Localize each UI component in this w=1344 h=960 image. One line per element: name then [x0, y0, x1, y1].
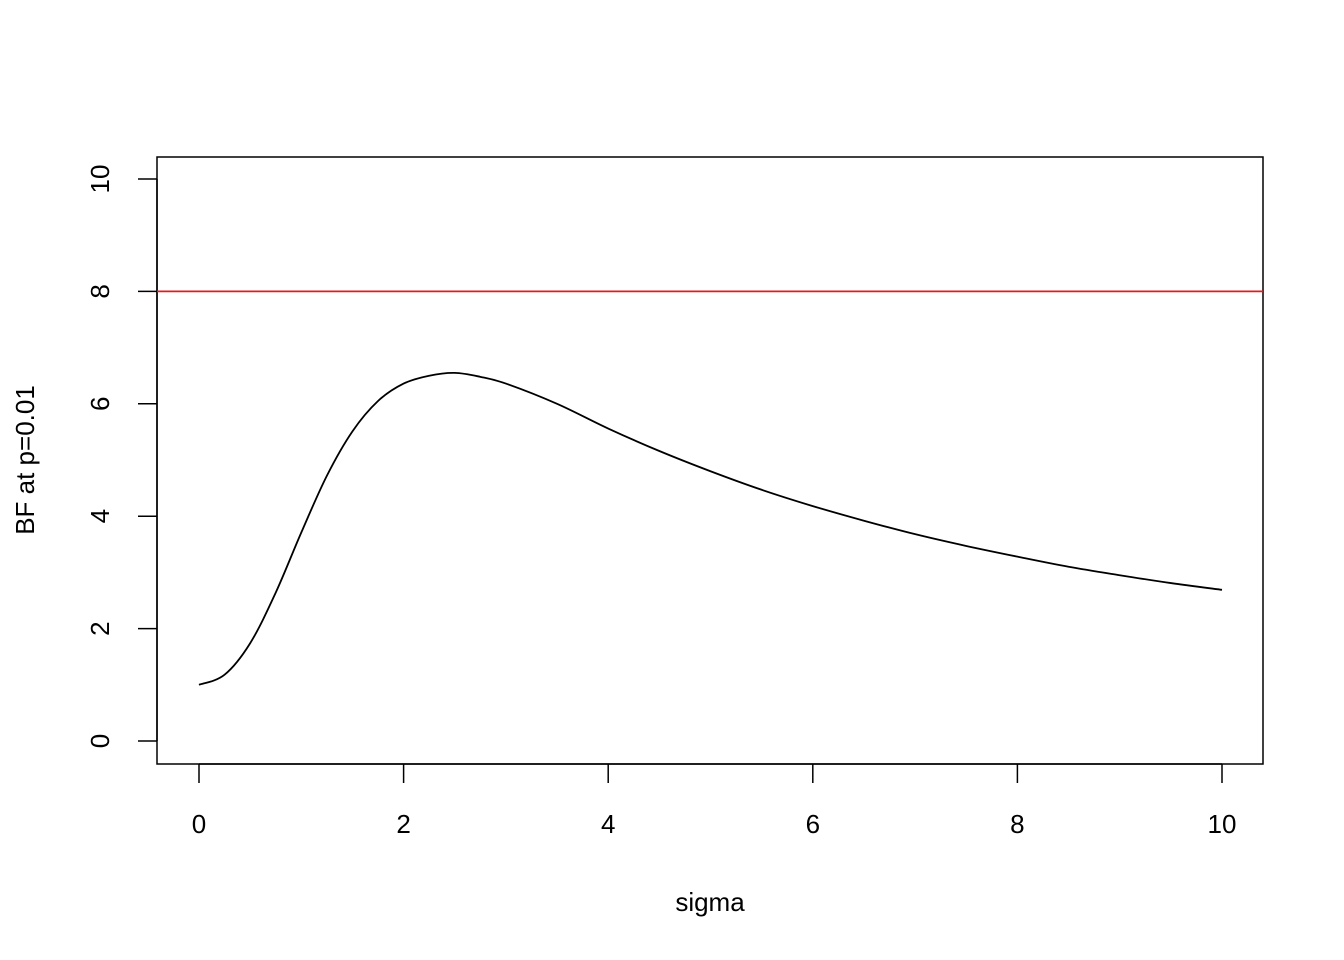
x-axis-label: sigma — [675, 887, 745, 917]
y-tick-label: 6 — [85, 397, 115, 411]
x-axis: 0 2 4 6 8 10 — [192, 763, 1237, 839]
x-tick-label: 2 — [396, 809, 410, 839]
x-tick-label: 10 — [1208, 809, 1237, 839]
y-tick-label: 0 — [85, 734, 115, 748]
x-tick-label: 0 — [192, 809, 206, 839]
plot-marks — [157, 290, 1263, 686]
plot-box — [156, 156, 1264, 765]
y-tick-label: 2 — [85, 621, 115, 635]
y-tick-label: 10 — [85, 165, 115, 194]
series-line — [198, 371, 1223, 686]
y-axis-label: BF at p=0.01 — [10, 385, 40, 535]
y-tick-label: 8 — [85, 284, 115, 298]
x-tick-label: 8 — [1010, 809, 1024, 839]
y-axis: 0 2 4 6 8 10 — [85, 165, 158, 748]
x-tick-label: 6 — [806, 809, 820, 839]
y-tick-label: 4 — [85, 509, 115, 523]
x-tick-label: 4 — [601, 809, 615, 839]
